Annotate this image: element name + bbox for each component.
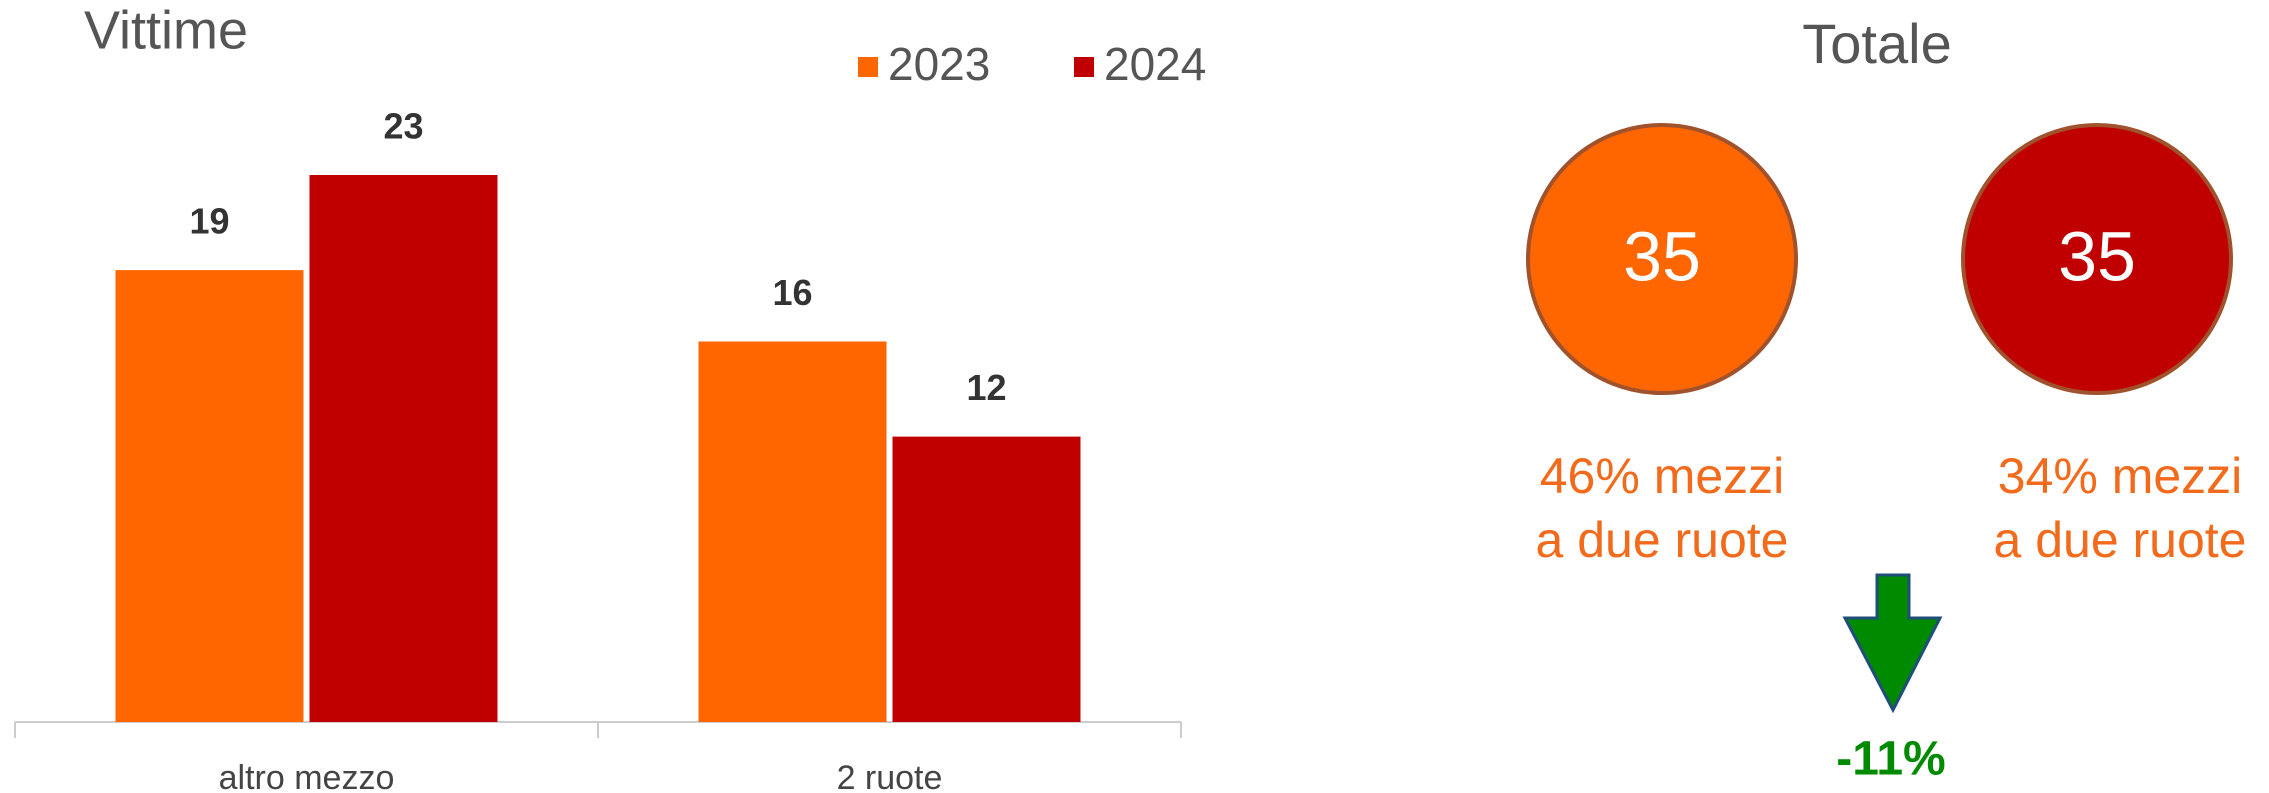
chart-title: Vittime bbox=[84, 0, 248, 60]
total-circle bbox=[1526, 123, 1798, 395]
data-label: 23 bbox=[383, 106, 423, 147]
data-label: 16 bbox=[772, 272, 812, 313]
total-note: a due ruote bbox=[1994, 512, 2247, 568]
data-label: 19 bbox=[189, 201, 229, 242]
total-circle bbox=[1961, 123, 2233, 395]
legend-label: 2024 bbox=[1104, 38, 1206, 90]
bar bbox=[892, 436, 1081, 722]
bar bbox=[309, 175, 498, 722]
totale-title: Totale bbox=[1802, 12, 1951, 75]
bar bbox=[115, 270, 304, 722]
legend-swatch bbox=[1074, 57, 1094, 77]
total-note: a due ruote bbox=[1536, 512, 1789, 568]
data-label: 12 bbox=[966, 367, 1006, 408]
total-note: 34% mezzi bbox=[1998, 448, 2243, 504]
total-value: 35 bbox=[2058, 217, 2136, 295]
x-tick-label: altro mezzo bbox=[219, 759, 395, 793]
legend-label: 2023 bbox=[888, 38, 990, 90]
change-label: -11% bbox=[1836, 733, 1945, 786]
bar bbox=[698, 341, 887, 722]
total-value: 35 bbox=[1623, 217, 1701, 295]
x-tick-label: 2 ruote bbox=[837, 759, 943, 793]
total-note: 46% mezzi bbox=[1540, 448, 1785, 504]
legend-swatch bbox=[858, 57, 878, 77]
down-arrow bbox=[1842, 573, 1943, 714]
